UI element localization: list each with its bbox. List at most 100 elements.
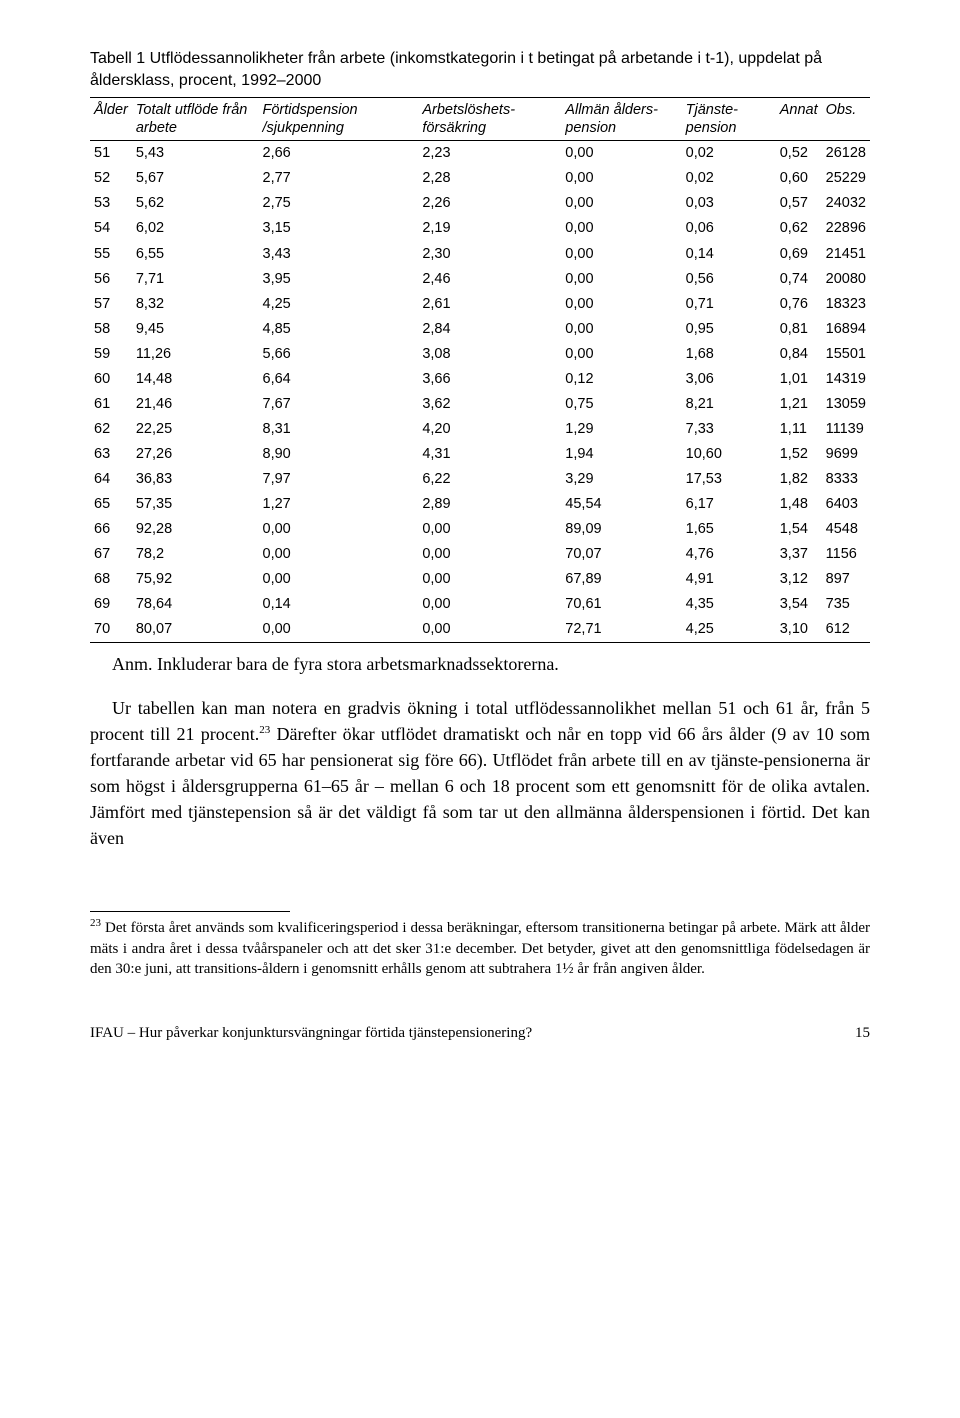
footnote-ref: 23 <box>259 724 270 736</box>
table-cell: 8,32 <box>132 292 259 317</box>
table-cell: 5,43 <box>132 141 259 167</box>
col-obs: Obs. <box>822 98 870 141</box>
table-cell: 9,45 <box>132 317 259 342</box>
table-cell: 0,00 <box>259 617 419 643</box>
table-cell: 0,69 <box>776 242 822 267</box>
table-cell: 60 <box>90 367 132 392</box>
table-cell: 21451 <box>822 242 870 267</box>
table-cell: 0,14 <box>682 242 776 267</box>
table-cell: 6,64 <box>259 367 419 392</box>
table-cell: 6,22 <box>418 467 561 492</box>
table-cell: 0,57 <box>776 191 822 216</box>
table-cell: 1,48 <box>776 492 822 517</box>
table-cell: 2,89 <box>418 492 561 517</box>
table-row: 556,553,432,300,000,140,6921451 <box>90 242 870 267</box>
table-cell: 0,00 <box>561 292 681 317</box>
table-cell: 36,83 <box>132 467 259 492</box>
table-cell: 92,28 <box>132 517 259 542</box>
table-row: 6222,258,314,201,297,331,1111139 <box>90 417 870 442</box>
table-cell: 3,10 <box>776 617 822 643</box>
table-cell: 5,66 <box>259 342 419 367</box>
table-cell: 78,64 <box>132 592 259 617</box>
table-cell: 59 <box>90 342 132 367</box>
footnote-text: Det första året används som kvalificerin… <box>90 920 870 977</box>
table-cell: 0,00 <box>259 542 419 567</box>
table-title: Tabell 1 Utflödessannolikheter från arbe… <box>90 48 870 91</box>
table-row: 6875,920,000,0067,894,913,12897 <box>90 567 870 592</box>
table-cell: 80,07 <box>132 617 259 643</box>
table-cell: 14,48 <box>132 367 259 392</box>
table-cell: 63 <box>90 442 132 467</box>
table-cell: 0,62 <box>776 216 822 241</box>
table-cell: 1156 <box>822 542 870 567</box>
table-cell: 0,95 <box>682 317 776 342</box>
table-cell: 0,14 <box>259 592 419 617</box>
table-cell: 0,00 <box>259 517 419 542</box>
table-cell: 8,21 <box>682 392 776 417</box>
table-cell: 67,89 <box>561 567 681 592</box>
table-cell: 68 <box>90 567 132 592</box>
table-cell: 1,29 <box>561 417 681 442</box>
table-cell: 69 <box>90 592 132 617</box>
table-cell: 4,20 <box>418 417 561 442</box>
table-cell: 2,28 <box>418 166 561 191</box>
table-cell: 7,97 <box>259 467 419 492</box>
table-row: 578,324,252,610,000,710,7618323 <box>90 292 870 317</box>
table-cell: 9699 <box>822 442 870 467</box>
table-cell: 2,26 <box>418 191 561 216</box>
table-cell: 0,00 <box>561 216 681 241</box>
table-row: 546,023,152,190,000,060,6222896 <box>90 216 870 241</box>
table-cell: 5,67 <box>132 166 259 191</box>
table-cell: 0,00 <box>561 342 681 367</box>
table-cell: 45,54 <box>561 492 681 517</box>
table-cell: 1,65 <box>682 517 776 542</box>
table-cell: 6403 <box>822 492 870 517</box>
table-cell: 3,37 <box>776 542 822 567</box>
table-cell: 4,25 <box>259 292 419 317</box>
table-cell: 57,35 <box>132 492 259 517</box>
table-row: 535,622,752,260,000,030,5724032 <box>90 191 870 216</box>
table-cell: 11,26 <box>132 342 259 367</box>
table-cell: 66 <box>90 517 132 542</box>
table-cell: 22,25 <box>132 417 259 442</box>
table-cell: 89,09 <box>561 517 681 542</box>
table-cell: 4,91 <box>682 567 776 592</box>
table-cell: 4,76 <box>682 542 776 567</box>
table-cell: 67 <box>90 542 132 567</box>
table-cell: 0,81 <box>776 317 822 342</box>
table-cell: 0,00 <box>561 317 681 342</box>
table-cell: 0,00 <box>561 267 681 292</box>
table-cell: 2,23 <box>418 141 561 167</box>
table-cell: 1,54 <box>776 517 822 542</box>
table-cell: 20080 <box>822 267 870 292</box>
table-cell: 72,71 <box>561 617 681 643</box>
table-row: 5911,265,663,080,001,680,8415501 <box>90 342 870 367</box>
table-cell: 52 <box>90 166 132 191</box>
table-cell: 1,68 <box>682 342 776 367</box>
table-cell: 17,53 <box>682 467 776 492</box>
table-cell: 2,75 <box>259 191 419 216</box>
table-cell: 2,30 <box>418 242 561 267</box>
table-cell: 0,00 <box>418 617 561 643</box>
col-public-pension: Allmän ålders-pension <box>561 98 681 141</box>
table-cell: 0,00 <box>561 242 681 267</box>
table-row: 515,432,662,230,000,020,5226128 <box>90 141 870 167</box>
table-row: 7080,070,000,0072,714,253,10612 <box>90 617 870 643</box>
table-cell: 1,21 <box>776 392 822 417</box>
col-total-outflow: Totalt utflöde från arbete <box>132 98 259 141</box>
table-cell: 0,00 <box>561 166 681 191</box>
table-row: 6014,486,643,660,123,061,0114319 <box>90 367 870 392</box>
col-unemployment: Arbetslöshets-försäkring <box>418 98 561 141</box>
table-cell: 6,02 <box>132 216 259 241</box>
table-cell: 0,00 <box>418 517 561 542</box>
table-cell: 62 <box>90 417 132 442</box>
table-cell: 56 <box>90 267 132 292</box>
table-cell: 7,71 <box>132 267 259 292</box>
table-cell: 1,27 <box>259 492 419 517</box>
table-cell: 0,60 <box>776 166 822 191</box>
table-cell: 3,08 <box>418 342 561 367</box>
table-cell: 2,77 <box>259 166 419 191</box>
col-age: Ålder <box>90 98 132 141</box>
table-cell: 2,66 <box>259 141 419 167</box>
table-cell: 15501 <box>822 342 870 367</box>
